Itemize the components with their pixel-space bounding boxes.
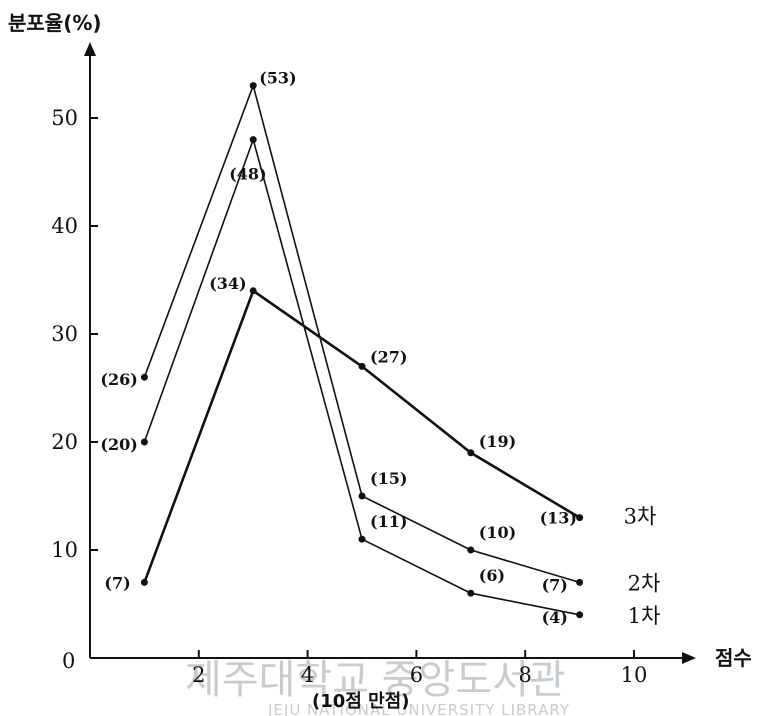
series-1: (7) (34) (27) (19) (13) 3차	[104, 274, 656, 593]
data-label: (15)	[370, 469, 407, 488]
axes: 분포율(%) 점수 (10점 만점) 0	[8, 11, 752, 712]
x-tick-label: 6	[410, 663, 423, 687]
data-label: (6)	[479, 566, 505, 585]
library-watermark: 제주대학교 중앙도서관 JEJU NATIONAL UNIVERSITY LIB…	[185, 657, 570, 716]
x-axis-subtitle: (10점 만점)	[312, 691, 409, 712]
data-point	[249, 136, 257, 144]
data-point	[467, 546, 475, 554]
data-point	[576, 611, 584, 619]
data-point	[358, 535, 366, 543]
data-label: (27)	[370, 347, 407, 366]
x-axis-arrow	[682, 652, 696, 664]
ticks: 2 4 6 8 10 10 20 30 40 50	[51, 106, 647, 687]
y-tick-label: 40	[51, 214, 78, 238]
watermark-subtext: JEJU NATIONAL UNIVERSITY LIBRARY	[267, 701, 570, 716]
data-label: (11)	[370, 512, 407, 531]
y-tick-label: 10	[51, 538, 78, 562]
data-point	[467, 589, 475, 597]
data-label: (4)	[542, 608, 568, 627]
series-group: (7)(34)(27)(19)(13) 3차(26)(53)(15)(10)(7)…	[100, 69, 660, 628]
data-label: (53)	[259, 69, 296, 88]
data-label: (13)	[540, 509, 577, 528]
x-axis-title: 점수	[715, 646, 752, 670]
data-point	[576, 514, 584, 522]
x-tick-label: 2	[192, 663, 205, 687]
data-label: (19)	[479, 432, 516, 451]
y-axis-title: 분포율(%)	[8, 11, 102, 35]
y-tick-label: 50	[51, 106, 78, 130]
origin-label: 0	[62, 649, 75, 673]
data-point	[576, 578, 584, 586]
x-tick-label: 10	[621, 663, 648, 687]
data-point	[140, 438, 148, 446]
data-point	[249, 82, 257, 90]
y-tick-label: 20	[51, 430, 78, 454]
y-tick-label: 30	[51, 322, 78, 346]
data-label: (48)	[229, 165, 266, 184]
data-label: (20)	[100, 435, 137, 454]
y-axis-arrow	[84, 42, 96, 56]
data-point	[249, 287, 257, 295]
series-2: (26) (53) (15) (10) (7) 2차	[100, 69, 660, 596]
x-tick-label: 4	[301, 663, 314, 687]
data-point	[467, 449, 475, 457]
data-label: (26)	[100, 370, 137, 389]
data-point	[140, 578, 148, 586]
x-tick-label: 8	[519, 663, 532, 687]
series-name-label: 3차	[624, 505, 657, 529]
data-label: (34)	[209, 274, 246, 293]
series-line	[143, 136, 580, 616]
data-point	[358, 362, 366, 370]
data-point	[140, 373, 148, 381]
data-point	[358, 492, 366, 500]
series-3: (20) (48) (11) (6) (4) 1차	[100, 136, 660, 628]
data-label: (7)	[542, 575, 568, 594]
watermark-text: 제주대학교 중앙도서관	[185, 657, 566, 703]
data-label: (7)	[104, 573, 130, 592]
series-line	[143, 82, 580, 584]
series-name-label: 1차	[628, 604, 661, 628]
data-label: (10)	[479, 523, 516, 542]
series-name-label: 2차	[628, 571, 661, 595]
